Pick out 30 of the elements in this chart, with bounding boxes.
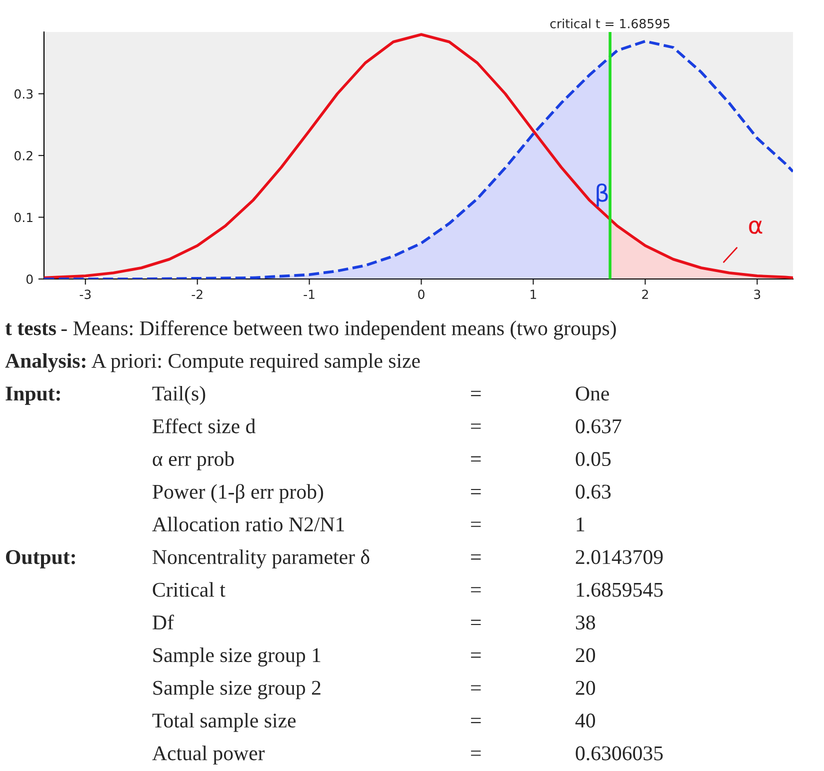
- text: Analysis:: [5, 353, 86, 372]
- text: Effect size d = 0.637: [152, 418, 622, 434]
- text: α err prob = 0.05: [152, 451, 611, 470]
- text: A priori: Compute required sample size: [92, 353, 420, 372]
- y-tick-label: 0.1: [14, 212, 32, 222]
- text: t tests: [5, 323, 56, 336]
- x-tick-label: -1: [304, 290, 314, 299]
- text: Input: Tail(s) = One: [6, 386, 609, 405]
- annotation: β: [596, 184, 608, 207]
- text: Total sample size = 40: [152, 712, 596, 732]
- y-tick-label: 0.3: [14, 89, 33, 99]
- x-tick-label: 3: [754, 290, 760, 300]
- text: Critical t = 1.6859545: [152, 582, 663, 597]
- text: Output: Noncentrality parameter δ = 2.0143709: [6, 549, 663, 568]
- annotation: α: [749, 220, 762, 234]
- text: Power (1-β err prob) = 0.63: [152, 484, 611, 504]
- x-tick-label: 0: [418, 290, 424, 300]
- y-tick-label: 0.2: [14, 150, 32, 160]
- x-tick-label: 2: [642, 290, 648, 299]
- text: - Means: Difference between two independent means (two groups): [61, 320, 616, 340]
- text: Allocation ratio N2/N1 = 1: [152, 516, 584, 532]
- x-tick-label: -2: [192, 290, 202, 299]
- text: Sample size group 2 = 20: [153, 680, 596, 700]
- ref-line-label: critical t = 1.68595: [550, 18, 670, 28]
- y-tick-label: 0: [26, 274, 33, 284]
- text: Actual power = 0.6306035: [152, 746, 663, 765]
- text: Sample size group 1 = 20: [153, 648, 596, 666]
- text: Df = 38: [152, 614, 596, 630]
- x-tick-label: -3: [80, 290, 91, 300]
- x-tick-label: 1: [530, 290, 536, 299]
